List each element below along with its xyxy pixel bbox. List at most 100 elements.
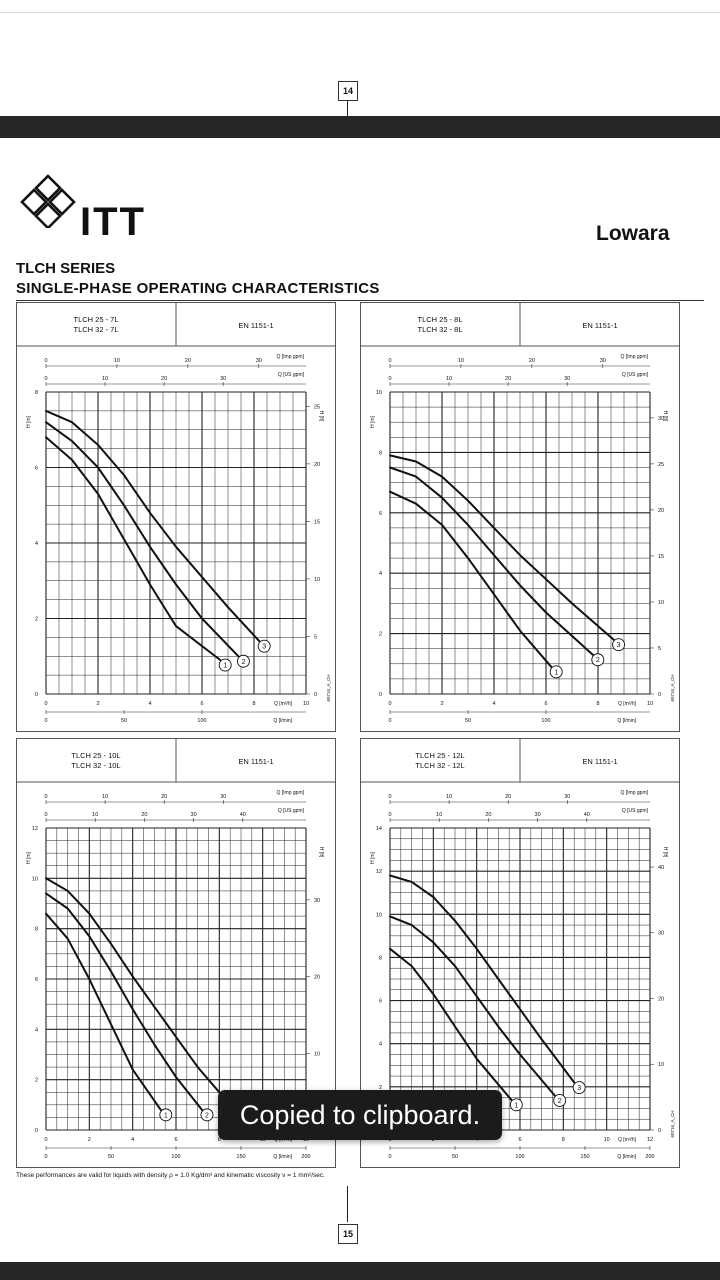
imp-tick-label: 30 xyxy=(256,358,262,364)
y-tick-label: 2 xyxy=(35,617,38,623)
x-tick-label: 4 xyxy=(492,701,495,707)
imp-tick-label: 20 xyxy=(529,358,535,364)
x-axis-label-2: Q [l/min] xyxy=(273,1154,292,1160)
model-label-2: TLCH 32 - 10L xyxy=(71,761,120,770)
ft-tick-label: 0 xyxy=(658,1128,661,1134)
imp-tick-label: 0 xyxy=(388,358,391,364)
ft-tick-label: 5 xyxy=(658,646,661,652)
lmin-tick-label: 0 xyxy=(388,1154,391,1160)
x-tick-label: 10 xyxy=(604,1137,610,1143)
lmin-tick-label: 150 xyxy=(236,1154,245,1160)
curve-2 xyxy=(389,915,556,1097)
x-tick-label: 6 xyxy=(200,701,203,707)
imp-tick-label: 20 xyxy=(505,794,511,800)
clipboard-toast: Copied to clipboard. xyxy=(218,1090,502,1140)
y-axis-label: H [m] xyxy=(370,415,376,428)
lmin-tick-label: 50 xyxy=(121,718,127,724)
model-label-1: TLCH 25 - 12L xyxy=(415,751,464,760)
curve-label-3: 3 xyxy=(577,1085,581,1092)
imp-tick-label: 30 xyxy=(600,358,606,364)
y-axis-label: H [m] xyxy=(370,851,376,864)
us-tick-label: 30 xyxy=(191,812,197,818)
x-axis-label-2: Q [l/min] xyxy=(617,1154,636,1160)
y-tick-label: 10 xyxy=(376,912,382,918)
curve-1 xyxy=(389,947,513,1101)
curve-label-1: 1 xyxy=(554,669,558,676)
chart-code: 60716_A_CH xyxy=(326,674,331,701)
ft-tick-label: 10 xyxy=(658,600,664,606)
y-tick-label: 10 xyxy=(32,876,38,882)
x-tick-label: 6 xyxy=(174,1137,177,1143)
ft-tick-label: 10 xyxy=(314,577,320,583)
y-axis-label-right: H [ft] xyxy=(662,847,668,858)
x-axis-label-2: Q [l/min] xyxy=(617,718,636,724)
curve-2 xyxy=(389,466,594,656)
lmin-tick-label: 0 xyxy=(44,1154,47,1160)
y-tick-label: 12 xyxy=(376,869,382,875)
curve-label-2: 2 xyxy=(241,659,245,666)
chart-code: 60716_A_CH xyxy=(670,674,675,701)
curve-label-1: 1 xyxy=(223,663,227,670)
curve-marker-2 xyxy=(236,654,250,668)
curve-3 xyxy=(389,454,615,641)
x-tick-label: 4 xyxy=(148,701,151,707)
curve-marker-3 xyxy=(572,1081,586,1094)
ft-tick-label: 20 xyxy=(314,462,320,468)
curve-label-3: 3 xyxy=(617,642,621,649)
x-tick-label: 2 xyxy=(88,1137,91,1143)
y-tick-label: 6 xyxy=(35,466,38,472)
y-axis-label-right: H [ft] xyxy=(318,847,324,858)
imp-tick-label: 30 xyxy=(220,794,226,800)
us-tick-label: 30 xyxy=(564,376,570,382)
y-tick-label: 0 xyxy=(35,1128,38,1134)
us-axis-label: Q [US gpm] xyxy=(622,372,649,378)
ft-tick-label: 0 xyxy=(314,692,317,698)
ft-tick-label: 5 xyxy=(314,634,317,640)
lmin-tick-label: 100 xyxy=(541,718,550,724)
curve-3 xyxy=(45,877,227,1101)
chart-code: 60716_A_CH xyxy=(670,1110,675,1137)
curve-3 xyxy=(389,874,576,1084)
us-tick-label: 10 xyxy=(446,376,452,382)
model-label-1: TLCH 25 - 8L xyxy=(417,315,462,324)
us-axis-label: Q [US gpm] xyxy=(278,808,305,814)
title-rule xyxy=(16,300,704,301)
y-tick-label: 2 xyxy=(379,1085,382,1091)
ft-tick-label: 0 xyxy=(658,692,661,698)
ft-tick-label: 15 xyxy=(314,519,320,525)
lmin-tick-label: 200 xyxy=(645,1154,654,1160)
y-tick-label: 14 xyxy=(376,826,382,832)
x-tick-label: 10 xyxy=(260,1137,266,1143)
us-axis-label: Q [US gpm] xyxy=(622,808,649,814)
us-tick-label: 30 xyxy=(535,812,541,818)
us-tick-label: 0 xyxy=(44,376,47,382)
us-tick-label: 10 xyxy=(436,812,442,818)
lmin-tick-label: 50 xyxy=(452,1154,458,1160)
y-tick-label: 0 xyxy=(379,692,382,698)
us-tick-label: 10 xyxy=(102,376,108,382)
pump-chart-12l: TLCH 25 - 12L TLCH 32 - 12L EN 1151-1 0 10 20… xyxy=(360,738,680,1168)
imp-tick-label: 10 xyxy=(458,358,464,364)
x-tick-label: 6 xyxy=(544,701,547,707)
y-tick-label: 8 xyxy=(379,450,382,456)
imp-axis-label: Q [Imp gpm] xyxy=(276,790,304,796)
standard-label: EN 1151-1 xyxy=(238,321,273,330)
curve-marker-2 xyxy=(591,653,605,667)
y-axis-label-right: H [ft] xyxy=(662,411,668,422)
y-tick-label: 4 xyxy=(35,1027,38,1033)
us-tick-label: 20 xyxy=(485,812,491,818)
curve-label-2: 2 xyxy=(558,1098,562,1105)
section-subtitle: SINGLE-PHASE OPERATING CHARACTERISTICS xyxy=(16,280,380,297)
page-marker-line-bottom xyxy=(347,1186,348,1222)
lmin-tick-label: 50 xyxy=(465,718,471,724)
y-tick-label: 6 xyxy=(379,999,382,1005)
imp-axis-label: Q [Imp gpm] xyxy=(620,790,648,796)
x-tick-label: 0 xyxy=(388,1137,391,1143)
model-label-2: TLCH 32 - 8L xyxy=(417,325,462,334)
us-tick-label: 0 xyxy=(388,812,391,818)
x-axis-label: Q [m³/h] xyxy=(618,1137,637,1143)
x-tick-label: 10 xyxy=(303,701,309,707)
imp-tick-label: 0 xyxy=(388,794,391,800)
x-tick-label: 0 xyxy=(44,1137,47,1143)
y-tick-label: 6 xyxy=(379,511,382,517)
